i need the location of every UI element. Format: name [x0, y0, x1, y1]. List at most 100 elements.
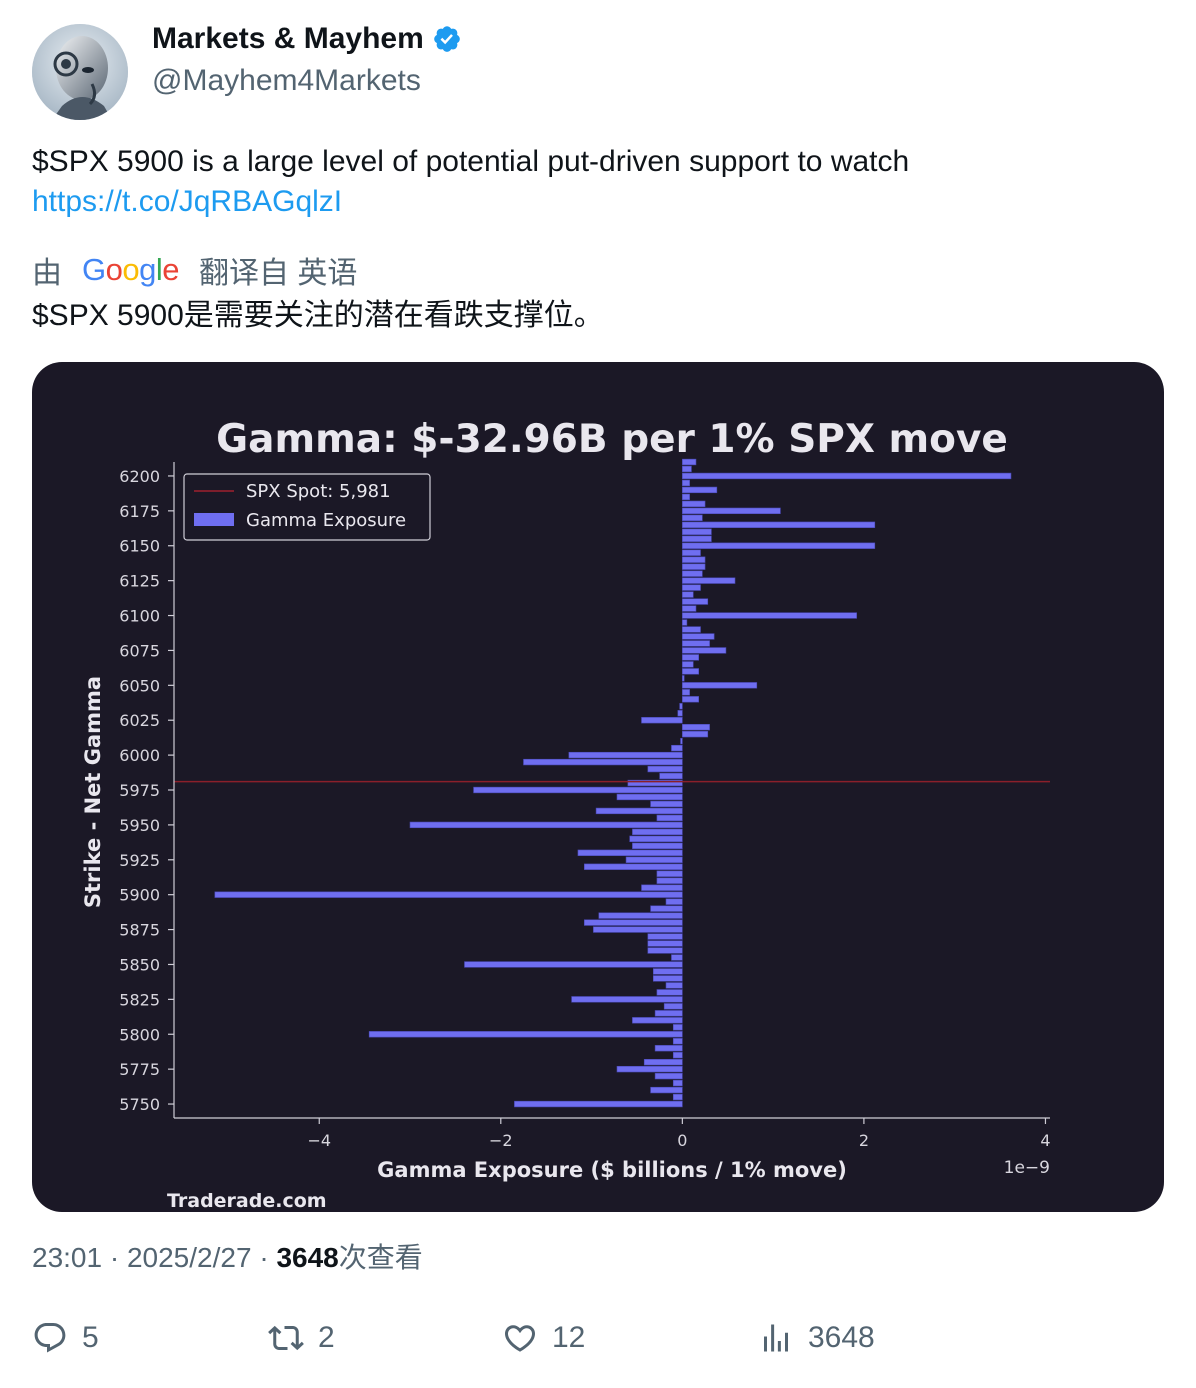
y-tick-label: 6200 [119, 467, 160, 486]
gamma-bar [584, 863, 683, 870]
views-count: 3648 [276, 1242, 339, 1273]
gamma-bar [656, 814, 683, 822]
x-tick-label: 0 [677, 1131, 687, 1150]
watermark: Traderade.com [167, 1190, 327, 1212]
gamma-bar [650, 800, 683, 808]
gamma-bar [627, 779, 683, 787]
reply-count: 5 [82, 1321, 99, 1354]
legend-gamma-swatch [194, 513, 234, 526]
gamma-bar [671, 954, 683, 961]
gamma-bar [682, 619, 688, 626]
gamma-bar [647, 940, 683, 947]
gamma-bar [641, 717, 683, 724]
y-tick-label: 6100 [119, 607, 160, 626]
tweet-time[interactable]: 23:01 [32, 1242, 103, 1273]
y-tick-label: 5775 [119, 1060, 160, 1079]
display-name[interactable]: Markets & Mayhem [152, 22, 424, 55]
x-axis-label: Gamma Exposure ($ billions / 1% move) [377, 1158, 847, 1182]
gamma-bar [682, 542, 876, 549]
gamma-bar [656, 877, 683, 884]
y-tick-label: 6175 [119, 502, 160, 521]
tweet-body: $SPX 5900 is a large level of potential … [32, 145, 910, 178]
x-tick-label: 2 [859, 1131, 869, 1150]
gamma-bar [682, 584, 701, 591]
y-tick-label: 5825 [119, 990, 160, 1009]
gamma-bar [682, 647, 727, 654]
gamma-bar [682, 549, 701, 556]
x-tick-label: −4 [307, 1131, 331, 1150]
x-tick-label: −2 [489, 1131, 513, 1150]
analytics-icon [764, 1324, 788, 1352]
y-tick-label: 6000 [119, 746, 160, 765]
google-logo[interactable]: Google [82, 252, 180, 287]
x-tick-label: 4 [1040, 1131, 1050, 1150]
gamma-bar [632, 1017, 683, 1024]
gamma-bar [682, 689, 690, 696]
y-tick-label: 6075 [119, 641, 160, 660]
views-action-count: 3648 [808, 1321, 875, 1354]
like-button[interactable]: 12 [502, 1320, 585, 1356]
chart-image[interactable]: Gamma: $-32.96B per 1% SPX move 5750 5775… [32, 362, 1164, 1212]
gamma-bar [682, 591, 694, 598]
gamma-bar [682, 486, 718, 494]
reply-button[interactable]: 5 [32, 1320, 99, 1356]
translation-prefix: 由 [32, 257, 62, 290]
gamma-bar [682, 661, 694, 668]
gamma-bar [682, 682, 758, 689]
y-tick-label: 5950 [119, 816, 160, 835]
gamma-bar [672, 1052, 683, 1059]
gamma-bar [682, 626, 701, 633]
gamma-bar [464, 961, 683, 968]
y-tick-label: 5875 [119, 921, 160, 940]
gamma-bar [682, 696, 699, 703]
gamma-bar [682, 577, 736, 584]
gamma-bar [632, 842, 683, 849]
gamma-bar [682, 731, 709, 738]
gamma-bar [682, 514, 703, 521]
gamma-bar [641, 884, 683, 891]
gamma-bar [654, 1010, 683, 1017]
retweet-button[interactable]: 2 [268, 1320, 335, 1356]
gamma-bar [682, 556, 706, 563]
gamma-bar [653, 968, 683, 975]
gamma-bar [682, 668, 699, 675]
gamma-bar [682, 612, 857, 619]
gamma-bar [625, 856, 683, 863]
retweet-icon [268, 1325, 304, 1351]
y-tick-label: 5900 [119, 886, 160, 905]
translated-text: $SPX 5900是需要关注的潜在看跌支撑位。 [32, 299, 604, 332]
gamma-bar [682, 507, 781, 515]
views-button[interactable]: 3648 [758, 1320, 875, 1356]
gamma-bar [682, 675, 685, 682]
gamma-bar [682, 465, 692, 473]
gamma-bar [629, 835, 683, 843]
y-tick-label: 5850 [119, 955, 160, 974]
gamma-bar [653, 975, 683, 982]
gamma-bar [672, 1038, 683, 1045]
translation-attribution: 由 Google 翻译自 英语 [32, 248, 357, 292]
gamma-bar [577, 849, 683, 856]
user-handle[interactable]: @Mayhem4Markets [152, 64, 421, 97]
gamma-bar [409, 821, 683, 829]
y-tick-label: 6050 [119, 676, 160, 695]
gamma-bar [682, 479, 690, 487]
y-axis-label: Strike - Net Gamma [81, 676, 105, 908]
y-tick-label: 6125 [119, 572, 160, 591]
gamma-bar [568, 751, 683, 759]
gamma-bar [671, 744, 683, 752]
gamma-bar [616, 1065, 683, 1073]
y-tick-label: 5800 [119, 1025, 160, 1044]
gamma-bar [659, 772, 683, 780]
gamma-bar [523, 758, 683, 766]
views-label: 次查看 [338, 1242, 423, 1273]
gamma-bar [682, 598, 709, 605]
y-tick-label: 5975 [119, 781, 160, 800]
gamma-bar [679, 703, 683, 710]
gamma-bar [672, 1079, 683, 1087]
tweet-link[interactable]: https://t.co/JqRBAGqlzI [32, 185, 343, 218]
avatar[interactable] [32, 24, 128, 120]
gamma-bar [682, 493, 690, 501]
legend-spot-label: SPX Spot: 5,981 [246, 481, 391, 502]
tweet-date[interactable]: 2025/2/27 [126, 1242, 252, 1273]
gamma-bar [672, 1093, 683, 1101]
